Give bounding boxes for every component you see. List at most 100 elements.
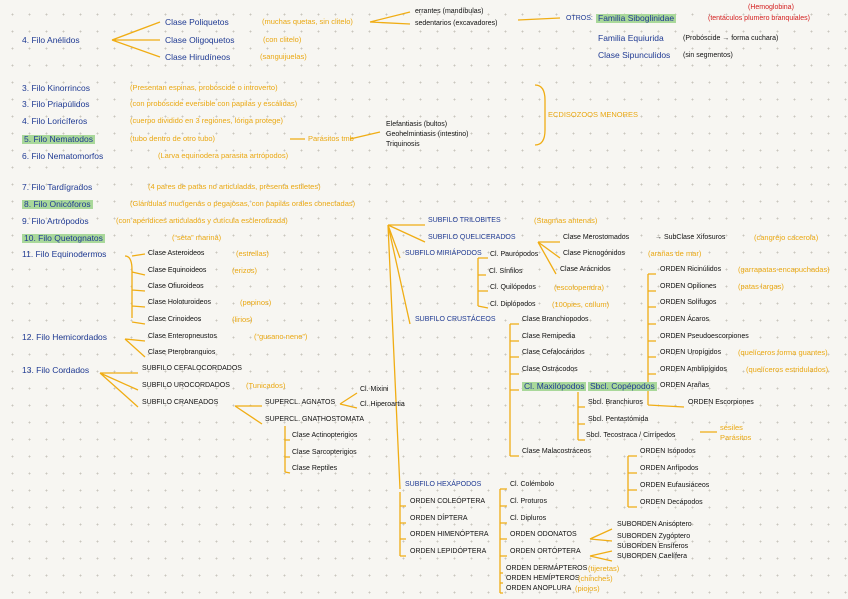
note-text: ORDEN DERMÁPTEROS [506,565,588,572]
note-text: (sin segmentos) [683,52,733,59]
note-text: ORDEN HIMENÓPTERA [410,531,489,538]
note-text: ORDEN Isópodos [640,448,696,455]
note-text: Clase Pterobranquios [148,349,216,356]
note-text: sésiles [720,423,743,432]
note-text: Familia Equiurida [598,33,664,43]
note-text: ORDEN Decápodos [640,499,703,506]
note-text: (cuerpo dividido en 3 regiones, lóriga p… [130,116,284,125]
note-text: SUBFILO HEXÁPODOS [405,481,482,488]
note-text: Cl. Hiperoartia [360,401,405,408]
note-text: SUBFILO CRANEADOS [142,399,219,406]
note-text: (estrellas) [236,249,269,258]
note-text: Sbcl. Tecostraca / Cirrípedos [586,432,676,439]
note-text: 10. Filo Quetognatos [22,233,105,243]
note-text: SUBORDEN Ensíferos [617,543,689,550]
note-text: (quelíceros forma guantes) [738,348,828,357]
note-text: Familia Siboglinidae [596,13,677,23]
note-text: Sbcl. Pentastómida [588,416,649,423]
note-text: (Hemoglobina) [748,4,794,11]
note-text: (sanguijuelas) [260,52,307,61]
note-text: ORDEN Amblipígidos [660,366,727,373]
note-text: Clase Ostrácodos [522,366,578,373]
note-text: ORDEN Pseudoescorpiones [660,333,749,340]
note-text: Sbcl. Copépodos [588,381,657,391]
note-text: (cangrejo cacerola) [754,233,819,242]
note-text: 13. Filo Cordados [22,365,90,375]
note-text: Clase Equinoideos [148,267,207,274]
note-text: (4 pares de patas no articuladas, presen… [148,182,321,191]
note-text: ORDEN ODONATOS [510,531,577,538]
note-text: (Larva equinodera parasita artrópodos) [158,151,289,160]
note-text: → SubClase Xifosuros [655,234,726,241]
note-text: Clase Ofiuroideos [148,283,204,290]
note-text: Cl. Dipluros [510,515,547,522]
note-text: SUBFILO MIRIÁPODOS [405,250,482,257]
note-text: Geohelmintiasis (intestino) [386,131,469,138]
note-text: 4. Filo Anélidos [22,35,80,45]
note-text: (con probóscide eversible con papilas y … [130,99,298,108]
note-text: Sbcl. Branchiuros [588,399,643,406]
note-text: Clase Holoturoideos [148,299,212,306]
note-text: OTROS: [566,15,593,22]
note-text: (quelíceros estridulados) [746,365,829,374]
note-text: Clase Reptiles [292,465,338,472]
note-text: (tentáculos plumero branquiales) [708,15,810,22]
note-text: ECDISOZOOS MENORES [548,110,639,119]
note-text: sedentarios (excavadores) [415,20,498,27]
note-text: Parásitos [720,433,752,442]
note-text: (garrapatas encapuchadas) [738,265,830,274]
note-text: 7. Filo Tardígrados [22,182,93,192]
note-text: Cl. Colémbolo [510,481,554,488]
note-text: (pepinos) [240,298,272,307]
note-text: (“gusano nene”) [254,332,308,341]
note-text: ORDEN Ácaros [660,316,710,323]
note-text: SUBORDEN Caelífera [617,553,688,560]
note-text: Clase Asteroideos [148,250,205,257]
note-text: SUPERCL. AGNATOS [265,399,336,406]
note-text: ORDEN LEPIDÓPTERA [410,548,487,555]
note-text: Clase Hirudíneos [165,52,231,62]
note-text: (tijeretas) [588,564,620,573]
note-text: ORDEN ORTÓPTERA [510,548,581,555]
note-text: ORDEN Uropígidos [660,349,722,356]
note-text: Clase Poliquetos [165,17,229,27]
note-text: (con clitelo) [263,35,302,44]
note-text: ORDEN COLEÓPTERA [410,498,486,505]
note-text: Clase Arácnidos [560,266,611,273]
note-text: errantes (mandíbulas) [415,8,484,15]
note-text: (erizos) [232,266,258,275]
note-text: Clase Merostomados [563,234,630,241]
note-text: SUPERCL. GNATHOSTOMATA [265,416,365,423]
note-text: (tubo dentro de otro tubo) [130,134,216,143]
note-text: SUBFILO QUELICERADOS [428,234,516,241]
note-text: Clase Oligoquetos [165,35,235,45]
note-text: (arañas de mar) [648,249,702,258]
note-text: ORDEN Opiliones [660,283,717,290]
note-text: 11. Filo Equinodermos [22,249,107,259]
note-text: SUBORDEN Anisóptero [617,521,692,528]
note-text: 3. Filo Priapúlidos [22,99,90,109]
note-text: (escolopendra) [554,283,605,292]
note-text: Cl. Mixini [360,386,389,393]
note-text: (“seta” marina) [172,233,222,242]
note-text: 8. Filo Onicóforos [22,199,93,209]
note-text: Clase Remipedia [522,333,576,340]
note-text: Clase Branchiopodos [522,316,589,323]
note-text: Clase Crinoideos [148,316,202,323]
note-text: (Stagmas antenas) [534,216,598,225]
note-text: Cl. Sínfilos [489,268,523,275]
note-text: SUBORDEN Zygóptero [617,533,691,540]
note-text: (lirios) [232,315,253,324]
note-text: Clase Sarcopterigios [292,449,357,456]
note-text: Triquinosis [386,141,420,148]
note-text: (Presentan espinas, probóscide o introve… [130,83,278,92]
note-text: Cl. Diplópodos [490,301,536,308]
note-text: Clase Cefalocáridos [522,349,585,356]
note-text: Cl. Proturos [510,498,547,505]
note-text: Cl. Quilópodos [490,284,536,291]
note-text: (patas largas) [738,282,784,291]
note-text: 6. Filo Nematomorfos [22,151,104,161]
note-text: Parásitos tmb [308,134,354,143]
